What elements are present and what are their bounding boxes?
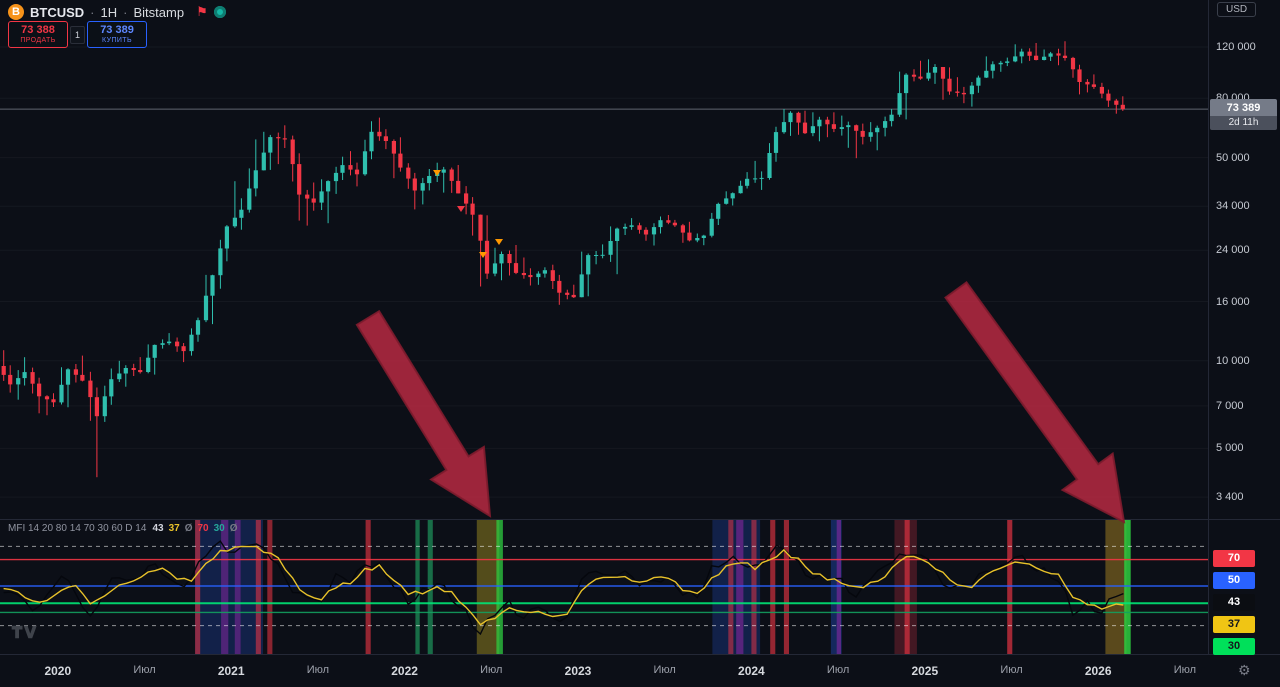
bar-countdown: 2d 11h bbox=[1210, 116, 1277, 131]
sell-button[interactable]: 73 388 ПРОДАТЬ bbox=[8, 21, 68, 48]
time-tick-label: 2025 bbox=[911, 664, 939, 678]
time-tick-label: Июл bbox=[133, 664, 156, 676]
time-tick-label: Июл bbox=[1000, 664, 1023, 676]
price-tick-label: 5 000 bbox=[1216, 442, 1244, 455]
time-tick-label: 2021 bbox=[217, 664, 245, 678]
last-price-badge: 73 389 2d 11h bbox=[1210, 99, 1277, 131]
time-axis-separator bbox=[0, 654, 1280, 655]
buy-label: КУПИТЬ bbox=[102, 37, 132, 44]
price-tick-label: 7 000 bbox=[1216, 399, 1244, 412]
time-tick-label: Июл bbox=[480, 664, 503, 676]
flag-icon[interactable]: ⚑ bbox=[196, 4, 208, 19]
price-tick-label: 10 000 bbox=[1216, 354, 1250, 367]
indicator-value: 43 bbox=[152, 523, 164, 534]
symbol-legend[interactable]: B BTCUSD · 1H · Bitstamp ⚑ bbox=[8, 4, 226, 20]
time-axis[interactable]: 2020 Июл 2021 Июл 2022 Июл 2023 Июл 2024 Июл 2025 И… bbox=[0, 655, 1208, 687]
indicator-value-badge: 43 bbox=[1213, 594, 1255, 611]
price-tick-label: 50 000 bbox=[1216, 151, 1250, 164]
settings-gear-icon[interactable]: ⚙ bbox=[1238, 662, 1251, 678]
time-tick-label: Июл bbox=[306, 664, 330, 676]
indicator-value: Ø bbox=[184, 523, 193, 534]
sell-label: ПРОДАТЬ bbox=[20, 37, 56, 44]
order-panel: 73 388 ПРОДАТЬ 1 73 389 КУПИТЬ bbox=[8, 21, 148, 48]
tradingview-logo[interactable] bbox=[10, 624, 40, 640]
exchange-label[interactable]: Bitstamp bbox=[133, 4, 185, 20]
btc-icon: B bbox=[8, 4, 24, 20]
currency-button[interactable]: USD bbox=[1217, 2, 1257, 17]
indicator-value-badge: 50 bbox=[1213, 572, 1255, 589]
time-tick-label: Июл bbox=[1173, 664, 1197, 676]
symbol-name[interactable]: BTCUSD bbox=[30, 4, 85, 20]
buy-price: 73 389 bbox=[100, 24, 134, 36]
indicator-value: Ø bbox=[229, 523, 238, 534]
time-tick-label: 2020 bbox=[44, 664, 72, 678]
pane-separator[interactable] bbox=[0, 519, 1280, 520]
indicator-value: 37 bbox=[168, 523, 180, 534]
time-tick-label: 2023 bbox=[564, 664, 592, 678]
price-tick-label: 16 000 bbox=[1216, 295, 1250, 308]
buy-button[interactable]: 73 389 КУПИТЬ bbox=[87, 21, 148, 48]
last-price: 73 389 bbox=[1210, 99, 1277, 117]
indicator-value-badge: 70 bbox=[1213, 550, 1255, 567]
indicator-values: 43 37 Ø 70 30 Ø bbox=[152, 523, 242, 534]
status-icon bbox=[213, 6, 226, 18]
candlestick-chart[interactable] bbox=[0, 0, 1208, 519]
price-tick-label: 34 000 bbox=[1216, 200, 1250, 213]
legend-separator: · bbox=[123, 4, 128, 20]
indicator-value-badge: 37 bbox=[1213, 616, 1255, 633]
price-axis-separator bbox=[1208, 0, 1209, 655]
indicator-legend[interactable]: MFI 14 20 80 14 70 30 60 D 14 43 37 Ø 70 30 Ø bbox=[8, 523, 243, 534]
indicator-value: 70 bbox=[197, 523, 209, 534]
price-tick-label: 3 400 bbox=[1216, 491, 1244, 504]
mfi-indicator-pane[interactable] bbox=[0, 520, 1208, 654]
time-tick-label: Июл bbox=[653, 664, 676, 676]
indicator-value: 30 bbox=[213, 523, 225, 534]
time-tick-label: 2024 bbox=[738, 664, 765, 678]
time-tick-label: 2026 bbox=[1084, 664, 1112, 678]
indicator-title[interactable]: MFI 14 20 80 14 70 30 60 D 14 bbox=[8, 523, 147, 534]
time-tick-label: 2022 bbox=[391, 664, 418, 678]
indicator-value-badge: 30 bbox=[1213, 638, 1255, 655]
price-tick-label: 120 000 bbox=[1216, 41, 1256, 53]
legend-separator: · bbox=[90, 4, 95, 20]
time-tick-label: Июл bbox=[826, 664, 850, 676]
price-tick-label: 24 000 bbox=[1216, 244, 1250, 257]
sell-price: 73 388 bbox=[21, 24, 55, 36]
interval-label[interactable]: 1H bbox=[100, 4, 118, 20]
spread-value: 1 bbox=[70, 25, 86, 44]
